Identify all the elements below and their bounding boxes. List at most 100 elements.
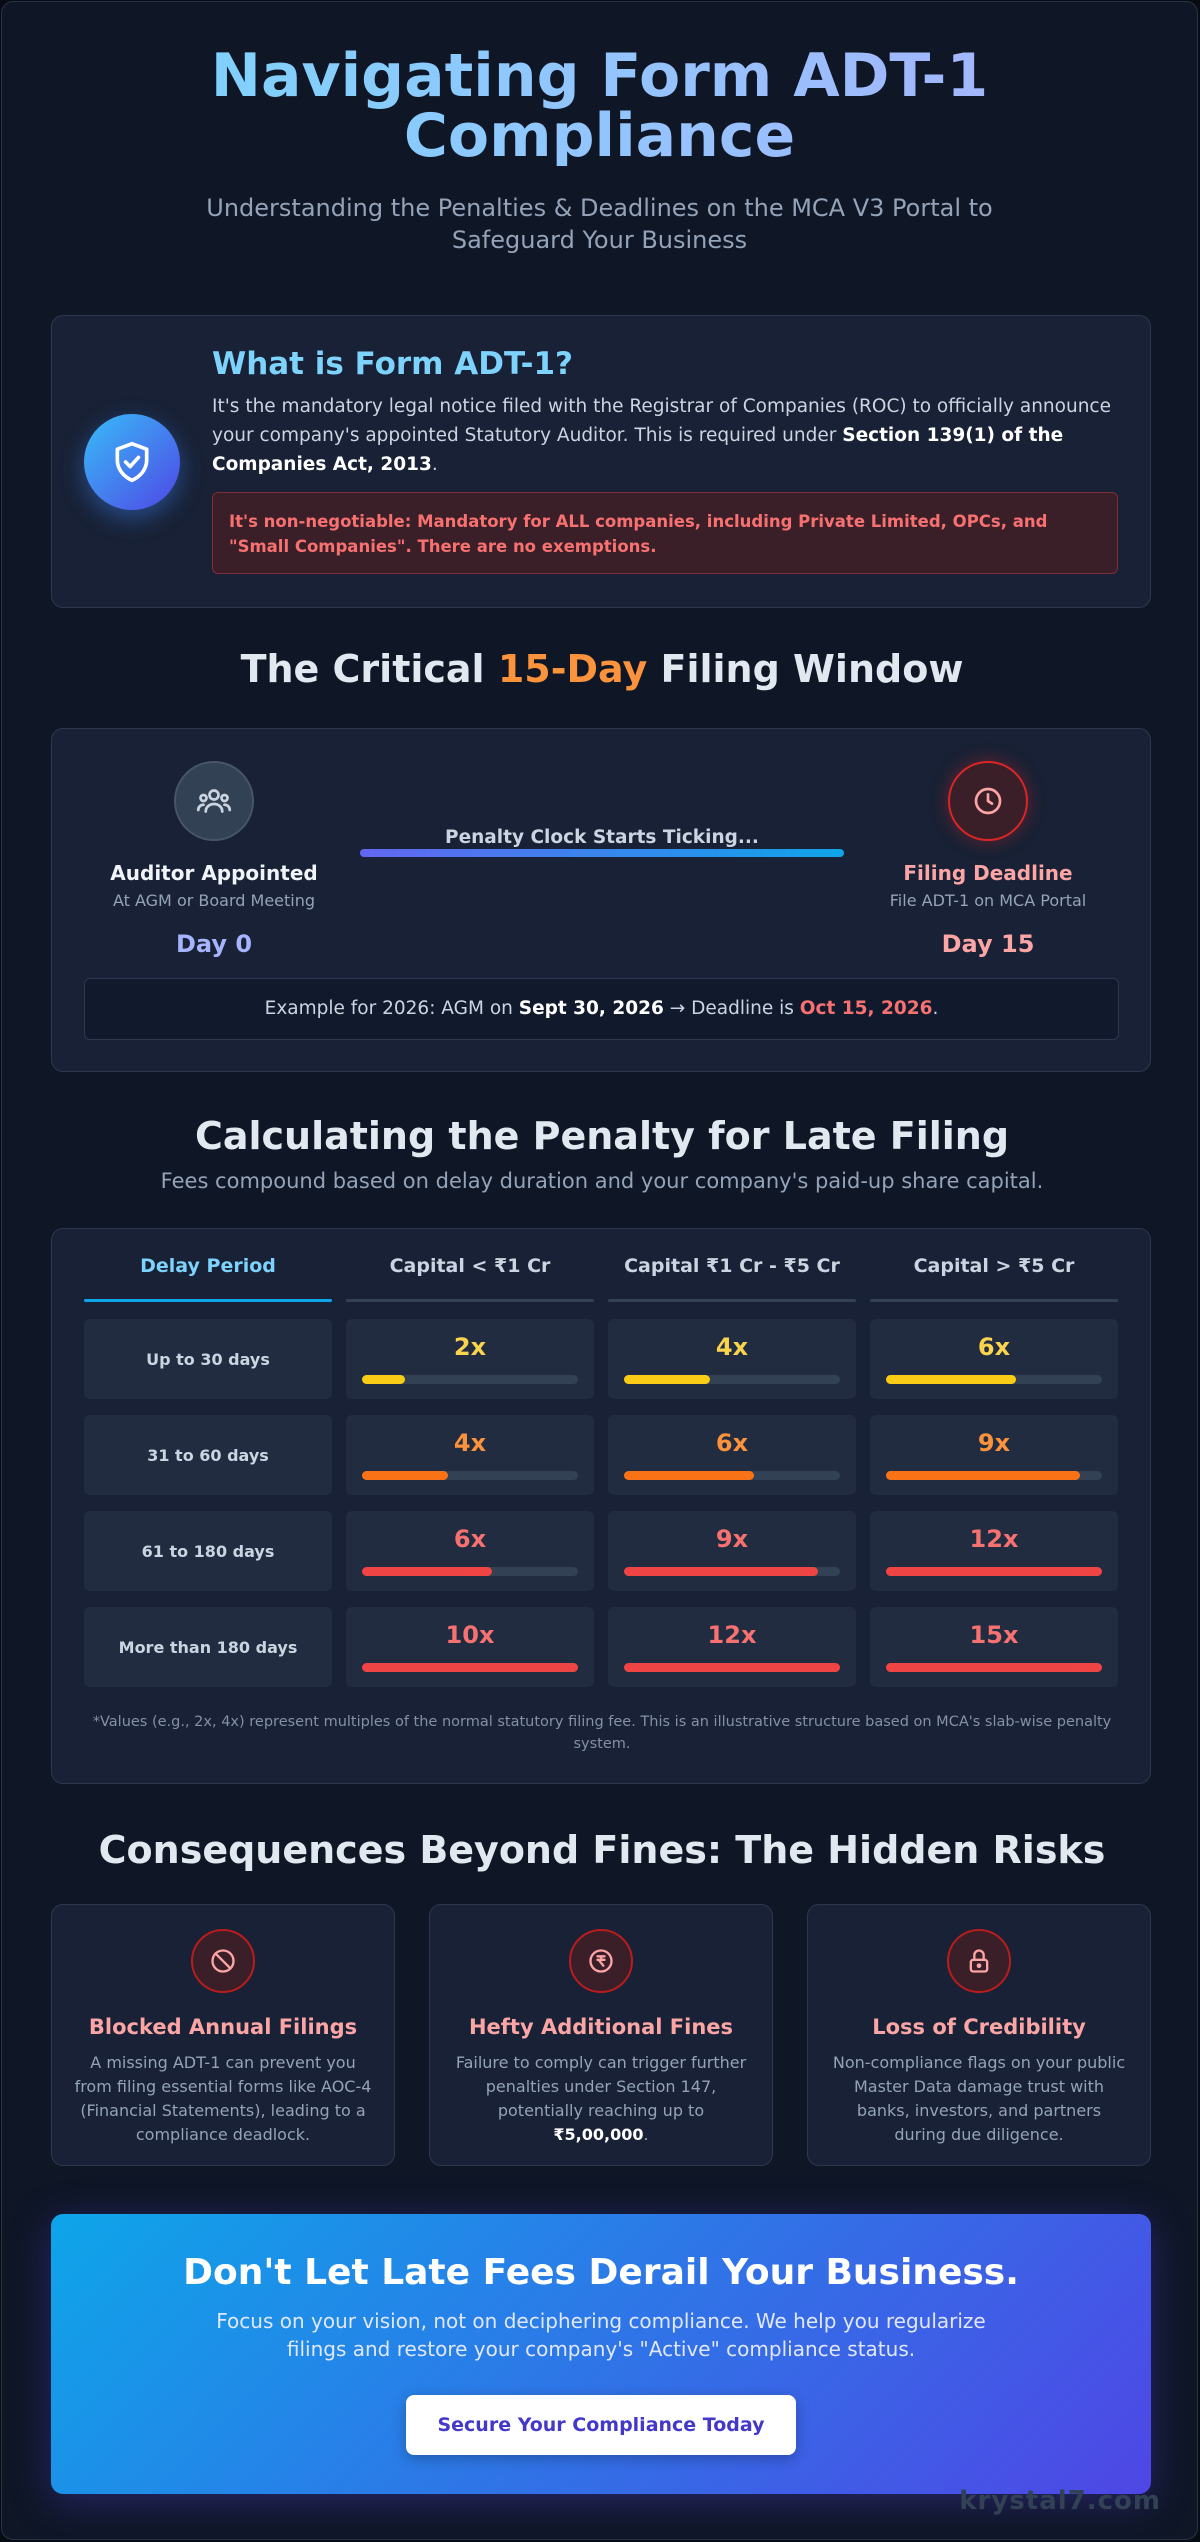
users-icon xyxy=(174,761,254,841)
penalty-title: Calculating the Penalty for Late Filing xyxy=(194,1114,1010,1158)
timeline-card: Auditor Appointed At AGM or Board Meetin… xyxy=(51,728,1151,1072)
penalty-multiplier: 2x xyxy=(453,1333,487,1361)
table-header: Capital < ₹1 Cr xyxy=(389,1255,551,1277)
penalty-cell: 6x xyxy=(870,1319,1118,1399)
end-title: Filing Deadline xyxy=(903,861,1073,885)
penalty-bar-track xyxy=(886,1567,1102,1576)
risk-title: Blocked Annual Filings xyxy=(88,2015,358,2039)
penalty-multiplier: 6x xyxy=(715,1429,749,1457)
example-pre: Example for 2026: AGM on xyxy=(264,998,519,1019)
delay-period-label: 31 to 60 days xyxy=(84,1415,332,1495)
risk-text: Non-compliance flags on your public Mast… xyxy=(829,2051,1129,2147)
watermark: krystal7.com xyxy=(959,2486,1161,2516)
table-footnote: *Values (e.g., 2x, 4x) represent multipl… xyxy=(92,1714,1112,1752)
example-date: Sept 30, 2026 xyxy=(518,998,664,1019)
what-desc-end: . xyxy=(431,454,438,475)
penalty-bar-track xyxy=(624,1567,840,1576)
penalty-multiplier: 9x xyxy=(715,1525,749,1553)
penalty-bar-fill xyxy=(624,1567,819,1576)
shield-check-icon xyxy=(84,414,180,510)
table-header-underline xyxy=(608,1299,856,1302)
risk-text-body: Failure to comply can trigger further pe… xyxy=(455,2053,747,2120)
penalty-bar-fill xyxy=(624,1471,754,1480)
penalty-multiplier: 9x xyxy=(977,1429,1011,1457)
example-box: Example for 2026: AGM on Sept 30, 2026 →… xyxy=(84,978,1119,1040)
penalty-cell: 12x xyxy=(870,1511,1118,1591)
rupee-icon xyxy=(569,1929,633,1993)
risk-card-fines: Hefty Additional Fines Failure to comply… xyxy=(429,1904,773,2166)
penalty-bar-track xyxy=(362,1567,578,1576)
penalty-multiplier: 12x xyxy=(969,1525,1019,1553)
penalty-bar-track xyxy=(624,1663,840,1672)
penalty-multiplier: 12x xyxy=(707,1621,757,1649)
hero: Navigating Form ADT-1 Compliance Underst… xyxy=(2,2,1197,256)
table-header-underline xyxy=(84,1299,332,1302)
window-title: The Critical 15-Day Filing Window xyxy=(2,647,1197,691)
cta-title: Don't Let Late Fees Derail Your Business… xyxy=(183,2252,1019,2293)
blocked-icon xyxy=(191,1929,255,1993)
penalty-multiplier: 6x xyxy=(453,1525,487,1553)
example-post: . xyxy=(932,998,939,1019)
penalty-bar-fill xyxy=(362,1375,406,1384)
window-title-highlight: 15-Day xyxy=(497,647,648,691)
end-day: Day 15 xyxy=(941,930,1035,958)
clock-icon xyxy=(948,761,1028,841)
penalty-bar-fill xyxy=(624,1663,840,1672)
penalty-multiplier: 4x xyxy=(453,1429,487,1457)
delay-period-label: 61 to 180 days xyxy=(84,1511,332,1591)
penalty-bar-track xyxy=(886,1471,1102,1480)
delay-period-label: More than 180 days xyxy=(84,1607,332,1687)
penalty-cell: 9x xyxy=(870,1415,1118,1495)
risk-text: A missing ADT-1 can prevent you from fil… xyxy=(73,2051,373,2147)
penalty-cell: 12x xyxy=(608,1607,856,1687)
risks-title: Consequences Beyond Fines: The Hidden Ri… xyxy=(98,1828,1106,1872)
risk-card-credibility: Loss of Credibility Non-compliance flags… xyxy=(807,1904,1151,2166)
table-header-underline xyxy=(870,1299,1118,1302)
penalty-cell: 15x xyxy=(870,1607,1118,1687)
window-title-pre: The Critical xyxy=(240,647,498,691)
lock-icon xyxy=(947,1929,1011,1993)
risk-text-end: . xyxy=(643,2125,649,2144)
start-title: Auditor Appointed xyxy=(110,861,318,885)
what-heading: What is Form ADT-1? xyxy=(212,346,573,382)
penalty-bar-fill xyxy=(362,1471,449,1480)
penalty-bar-track xyxy=(362,1663,578,1672)
penalty-multiplier: 4x xyxy=(715,1333,749,1361)
end-subtitle: File ADT-1 on MCA Portal xyxy=(889,891,1087,910)
cta-banner: Don't Let Late Fees Derail Your Business… xyxy=(51,2214,1151,2494)
penalty-cell: 6x xyxy=(346,1511,594,1591)
penalty-bar-fill xyxy=(886,1663,1102,1672)
what-desc-section: Section 139(1) of the Companies Act, 201… xyxy=(212,425,1064,475)
penalty-multiplier: 15x xyxy=(969,1621,1019,1649)
warning-box: It's non-negotiable: Mandatory for ALL c… xyxy=(212,492,1118,574)
table-header-underline xyxy=(346,1299,594,1302)
penalty-cell: 9x xyxy=(608,1511,856,1591)
penalty-clock-label: Penalty Clock Starts Ticking... xyxy=(445,827,759,848)
risk-title: Loss of Credibility xyxy=(872,2015,1086,2039)
penalty-table: *Values (e.g., 2x, 4x) represent multipl… xyxy=(51,1228,1151,1784)
penalty-subtitle: Fees compound based on delay duration an… xyxy=(160,1169,1044,1193)
risk-title: Hefty Additional Fines xyxy=(468,2015,734,2039)
secure-compliance-button[interactable]: Secure Your Compliance Today xyxy=(406,2395,796,2455)
delay-period-label: Up to 30 days xyxy=(84,1319,332,1399)
penalty-bar-fill xyxy=(362,1567,492,1576)
risk-text-body: Non-compliance flags on your public Mast… xyxy=(832,2053,1126,2144)
penalty-bar-track xyxy=(362,1375,578,1384)
start-day: Day 0 xyxy=(175,930,253,958)
example-mid: → Deadline is xyxy=(663,998,800,1019)
what-description: It's the mandatory legal notice filed wi… xyxy=(212,392,1112,479)
penalty-bar-track xyxy=(886,1375,1102,1384)
cta-text: Focus on your vision, not on deciphering… xyxy=(216,2309,986,2361)
example-deadline: Oct 15, 2026 xyxy=(799,998,933,1019)
what-is-card: What is Form ADT-1? It's the mandatory l… xyxy=(51,315,1151,608)
penalty-cell: 4x xyxy=(346,1415,594,1495)
penalty-bar-track xyxy=(624,1375,840,1384)
penalty-bar-track xyxy=(624,1471,840,1480)
penalty-cell: 10x xyxy=(346,1607,594,1687)
risk-text-body: A missing ADT-1 can prevent you from fil… xyxy=(74,2053,372,2144)
page-title: Navigating Form ADT-1 Compliance xyxy=(150,46,1050,166)
penalty-multiplier: 6x xyxy=(977,1333,1011,1361)
window-title-post: Filing Window xyxy=(647,647,964,691)
what-desc-text: It's the mandatory legal notice filed wi… xyxy=(212,396,1111,446)
